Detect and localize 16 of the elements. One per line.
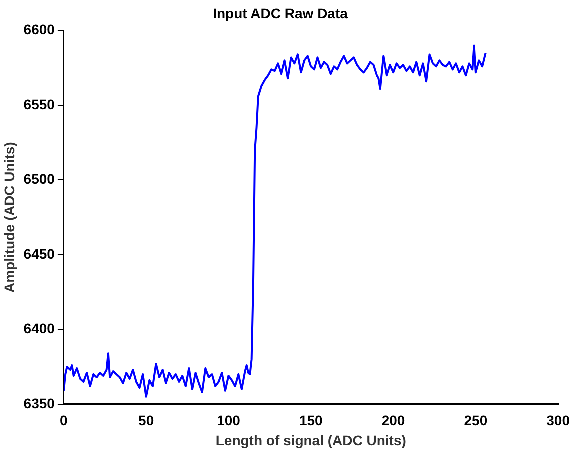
y-axis-title: Amplitude (ADC Units) — [1, 142, 18, 294]
x-tick-label: 50 — [138, 412, 154, 429]
chart-title: Input ADC Raw Data — [213, 5, 348, 22]
x-axis-title: Length of signal (ADC Units) — [216, 432, 406, 448]
y-tick-label: 6450 — [24, 246, 56, 262]
y-tick-label: 6350 — [24, 395, 56, 412]
y-tick-label: 6400 — [24, 320, 56, 337]
x-tick-label: 250 — [464, 412, 488, 429]
x-tick-label: 150 — [299, 412, 324, 429]
y-tick-label: 6550 — [24, 96, 56, 112]
y-tick-label: 6500 — [24, 171, 56, 188]
x-tick-label: 300 — [546, 412, 570, 429]
x-tick-label: 200 — [382, 412, 406, 429]
x-tick-label: 100 — [217, 412, 241, 429]
y-tick-label: 6600 — [24, 22, 56, 38]
x-tick-label: 0 — [60, 412, 68, 429]
